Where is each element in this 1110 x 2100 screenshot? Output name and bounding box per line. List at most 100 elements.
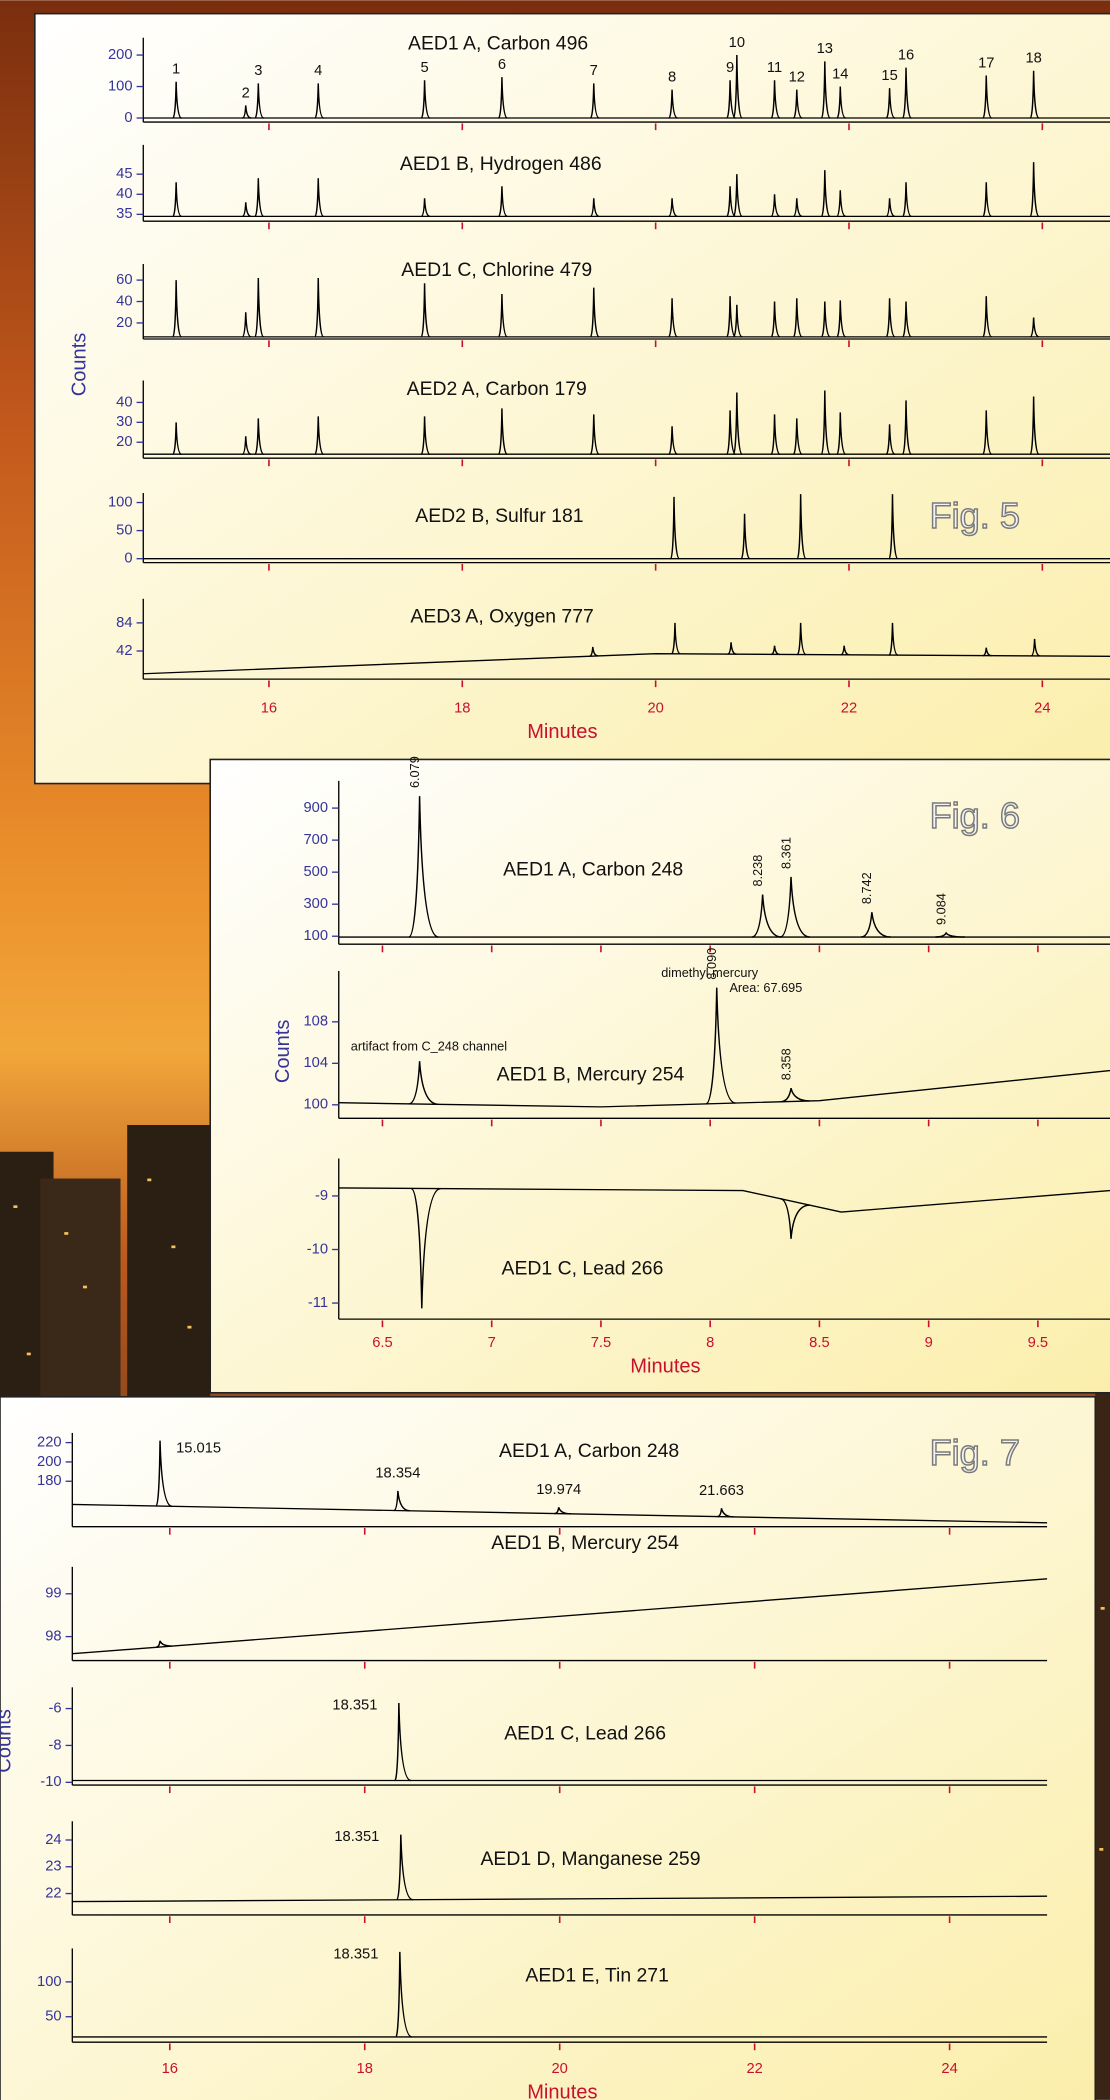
light [187,1326,191,1329]
peak-label: 16 [898,47,914,63]
y-tick-label: 84 [116,615,132,631]
peak-label: 21.663 [699,1483,744,1499]
peak-label: 8.358 [778,1048,793,1080]
y-tick-label: 108 [303,1014,328,1030]
figure: 180200220AED1 A, Carbon 24815.01518.3541… [0,1397,1095,2100]
x-tick-label: 22 [746,2061,762,2077]
peak-label: 10 [729,35,745,51]
figure: 100300500700900AED1 A, Carbon 2486.0798.… [210,756,1110,1393]
y-tick-label: 40 [116,394,132,410]
y-tick-label: 45 [116,166,132,182]
panel-title: AED1 B, Mercury 254 [491,1532,679,1554]
y-tick-label: 24 [45,1832,61,1848]
panel-title: AED3 A, Oxygen 777 [410,606,593,628]
y-tick-label: 60 [116,272,132,288]
y-tick-label: 99 [45,1586,61,1602]
x-axis-label: Minutes [630,1356,700,1378]
x-tick-label: 16 [162,2061,178,2077]
y-tick-label: -9 [315,1188,328,1204]
x-tick-label: 16 [261,700,277,716]
y-tick-label: 100 [37,1974,62,1990]
annotation: artifact from C_248 channel [351,1039,507,1054]
x-tick-label: 20 [647,700,663,716]
x-axis-label: Minutes [527,2081,597,2100]
light [1101,1607,1105,1610]
y-tick-label: 100 [108,78,133,94]
figure-label: Fig. 5 [930,495,1020,536]
x-tick-label: 8 [706,1335,714,1351]
y-tick-label: 500 [303,864,328,880]
panel-title: AED1 B, Hydrogen 486 [400,153,602,175]
panel-title: AED1 C, Lead 266 [502,1258,664,1280]
panel-title: AED1 B, Mercury 254 [497,1064,685,1086]
light [171,1245,175,1248]
figure-label: Fig. 7 [930,1432,1020,1473]
light [27,1353,31,1356]
peak-label: 6 [498,57,506,73]
building [40,1179,120,1407]
light [1099,1848,1103,1851]
y-tick-label: 200 [37,1454,62,1470]
y-tick-label: 100 [303,928,328,944]
peak-label: 8.361 [778,837,793,869]
figure-label: Fig. 6 [930,795,1020,836]
panel-title: AED1 D, Manganese 259 [480,1848,700,1870]
y-tick-label: 220 [37,1434,62,1450]
y-tick-label: -6 [48,1700,61,1716]
y-axis-label: Counts [0,1709,16,1773]
y-tick-label: 700 [303,832,328,848]
y-tick-label: 40 [116,186,132,202]
peak-label: 3 [254,63,262,79]
panel-title: AED1 C, Lead 266 [504,1722,666,1744]
y-axis-label: Counts [272,1020,294,1084]
y-tick-label: -11 [308,1295,328,1311]
panel-title: AED1 A, Carbon 496 [408,33,588,55]
page: {"chart_data": [ {"type": "line", "figur… [0,0,1110,2100]
peak-label: 18.351 [332,1698,377,1714]
peak-label: 18 [1025,51,1041,67]
panel-title: AED2 B, Sulfur 181 [415,505,583,527]
y-tick-label: 98 [45,1628,61,1644]
y-tick-label: 40 [116,293,132,309]
y-tick-label: 300 [303,896,328,912]
annotation: dimethyl mercury [661,965,758,980]
x-tick-label: 9 [925,1335,933,1351]
y-tick-label: 100 [303,1097,328,1113]
y-tick-label: 0 [124,551,132,567]
peak-label: 5 [420,60,428,76]
annotation: Area: 67.695 [729,980,802,995]
x-tick-label: 18 [357,2061,373,2077]
x-tick-label: 22 [841,700,857,716]
y-tick-label: 180 [37,1473,62,1489]
light [83,1286,87,1289]
y-tick-label: 200 [108,47,133,63]
y-tick-label: 42 [116,643,132,659]
x-tick-label: 7 [488,1335,496,1351]
peak-label: 4 [314,63,322,79]
peak-label: 12 [789,70,805,86]
peak-label: 17 [978,55,994,71]
x-tick-label: 24 [941,2061,957,2077]
x-tick-label: 20 [551,2061,567,2077]
peak-label: 14 [832,66,848,82]
y-tick-label: 23 [45,1859,61,1875]
y-tick-label: -10 [307,1241,328,1257]
peak-label: 18.354 [375,1465,420,1481]
peak-label: 8.742 [859,872,874,904]
peak-label: 9.084 [933,893,948,925]
peak-label: 11 [767,60,782,76]
peak-label: 15 [881,68,897,84]
x-tick-label: 18 [454,700,470,716]
light [13,1205,17,1208]
y-tick-label: -10 [40,1774,61,1790]
panel-title: AED1 C, Chlorine 479 [401,259,592,281]
y-tick-label: 22 [45,1885,61,1901]
y-tick-label: 50 [116,523,132,539]
x-tick-label: 6.5 [372,1335,392,1351]
y-tick-label: 900 [303,800,328,816]
x-tick-label: 8.5 [809,1335,829,1351]
panel-title: AED1 A, Carbon 248 [499,1440,679,1462]
y-axis-label: Counts [69,333,91,397]
peak-label: 9 [726,60,734,76]
peak-label: 2 [242,85,250,101]
